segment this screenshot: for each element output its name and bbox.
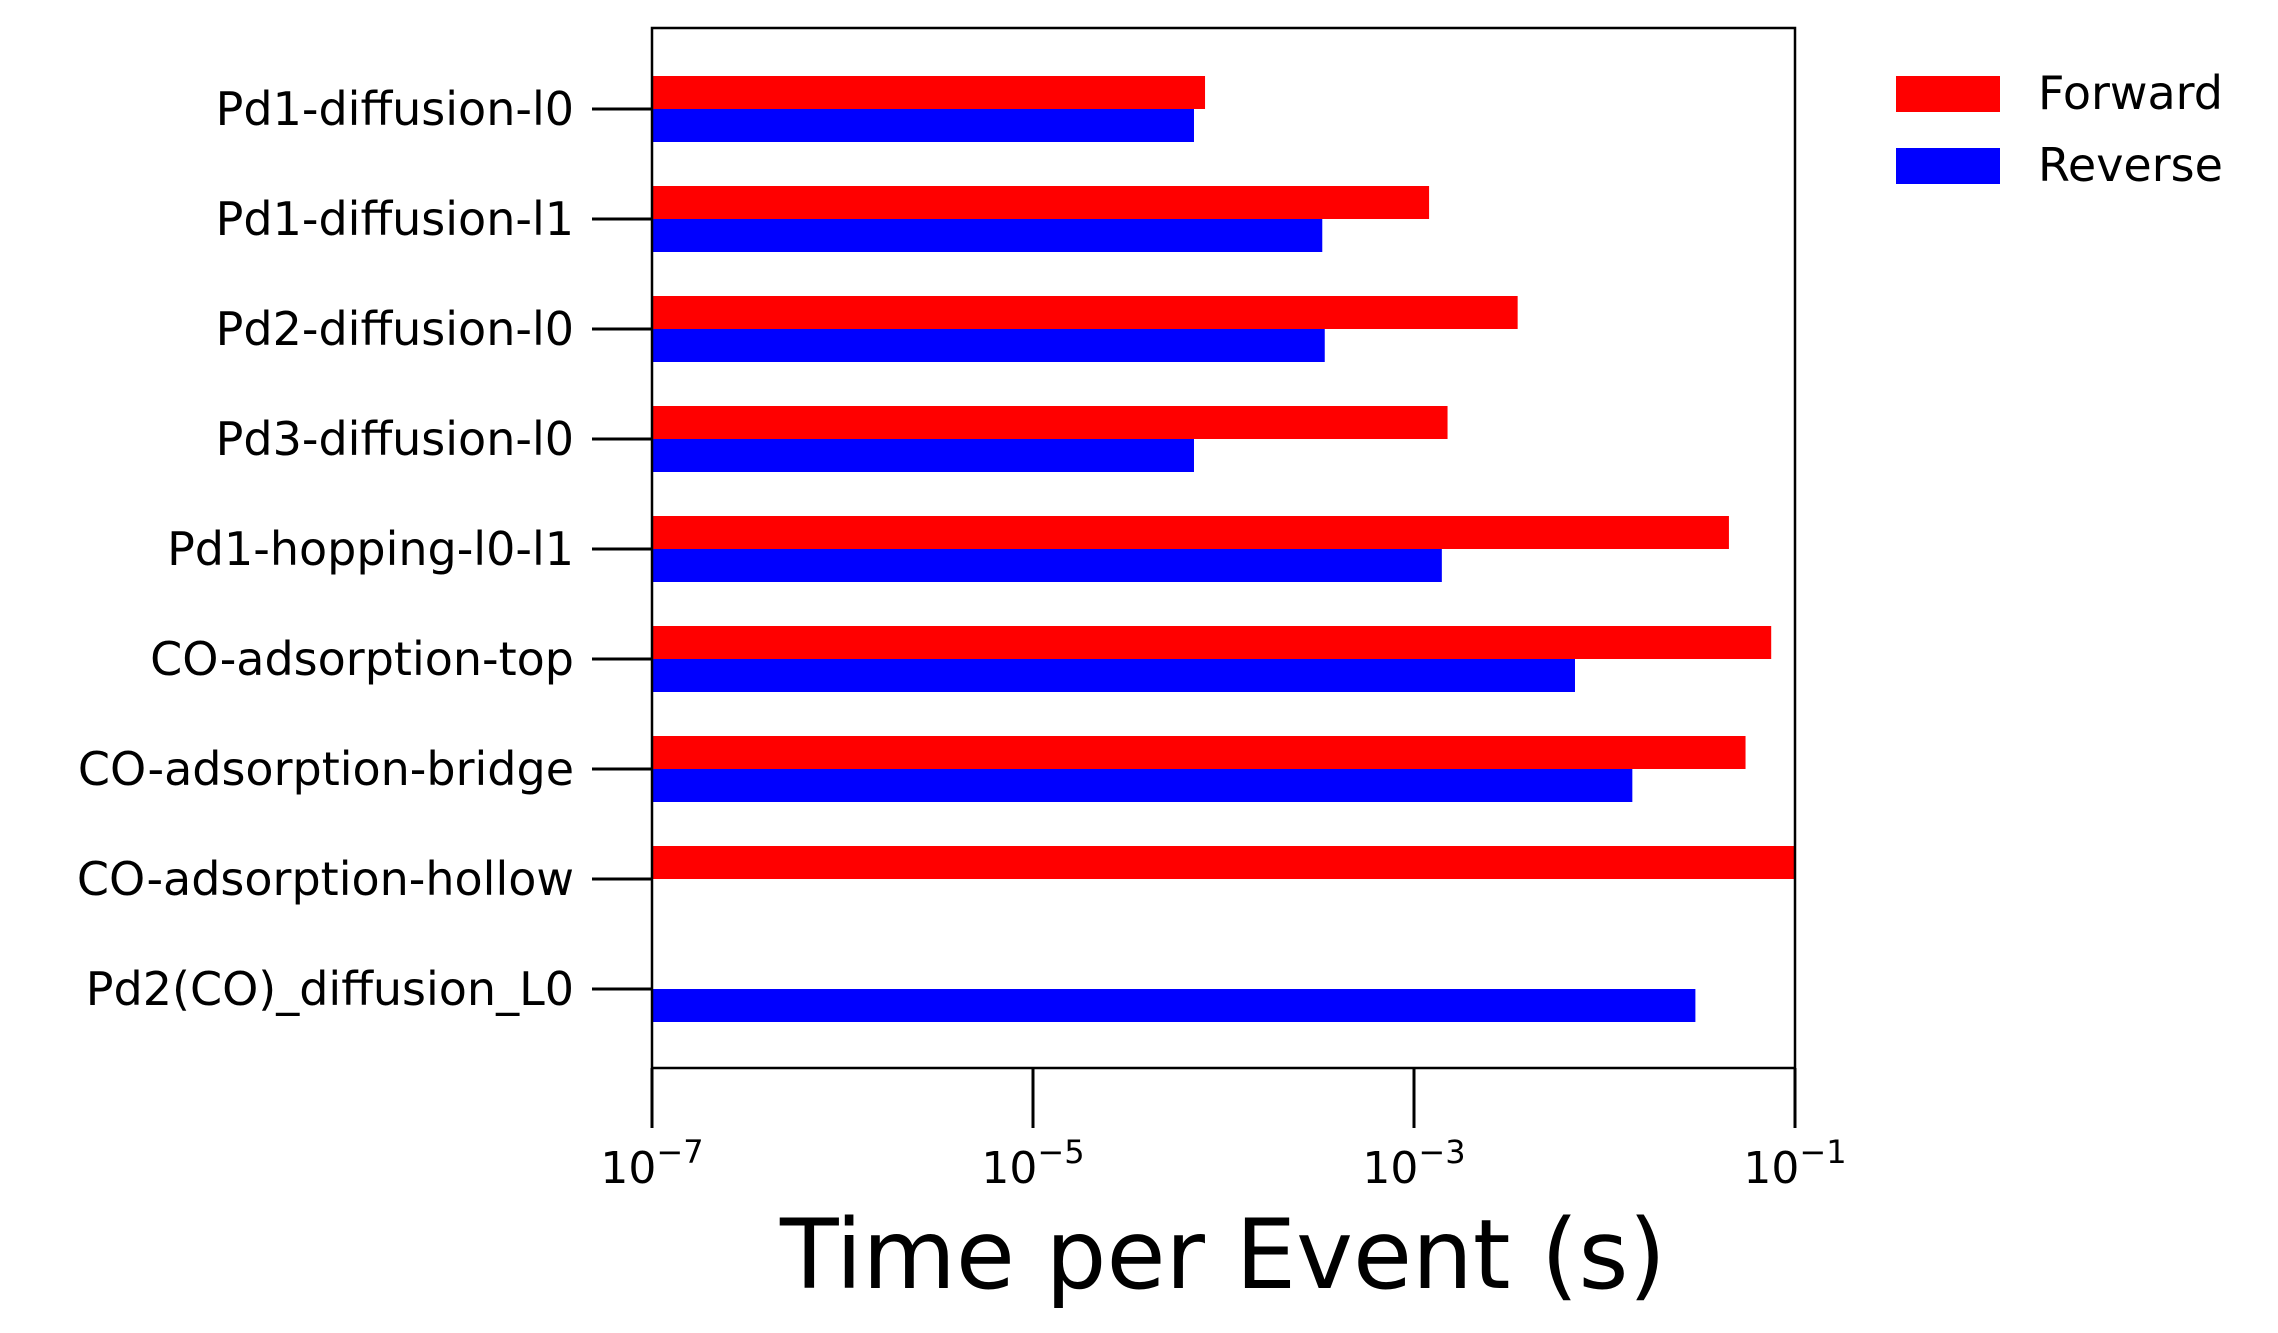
y-tick-label-7: CO-adsorption-hollow: [77, 852, 574, 906]
bar-forward-7: [652, 846, 1795, 879]
x-tick-label-3: 10−1: [1743, 1133, 1846, 1194]
x-tick-base-2: 10: [1362, 1143, 1418, 1194]
x-tick-label-2: 10−3: [1362, 1133, 1465, 1194]
y-axis: Pd1-diffusion-l0 Pd1-diffusion-l1 Pd2-diff…: [77, 82, 652, 1016]
y-tick-label-5: CO-adsorption-top: [150, 632, 574, 686]
bar-reverse-3: [652, 439, 1194, 472]
y-tick-label-0: Pd1-diffusion-l0: [216, 82, 574, 136]
x-tick-base-0: 10: [600, 1143, 656, 1194]
y-tick-label-6: CO-adsorption-bridge: [78, 742, 574, 796]
bar-forward-0: [652, 76, 1206, 109]
bar-forward-5: [652, 626, 1772, 659]
bar-reverse-4: [652, 549, 1442, 582]
legend-label-forward: Forward: [2038, 66, 2223, 120]
x-tick-exponent-2: −3: [1418, 1133, 1465, 1171]
x-tick-exponent-0: −7: [656, 1133, 703, 1171]
bar-reverse-0: [652, 109, 1194, 142]
x-tick-exponent-1: −5: [1037, 1133, 1084, 1171]
bar-forward-6: [652, 736, 1746, 769]
bar-reverse-2: [652, 329, 1325, 362]
x-tick-base-1: 10: [981, 1143, 1037, 1194]
y-tick-label-1: Pd1-diffusion-l1: [216, 192, 574, 246]
x-tick-exponent-3: −1: [1799, 1133, 1846, 1171]
bar-forward-4: [652, 516, 1729, 549]
bar-forward-2: [652, 296, 1518, 329]
x-axis-title: Time per Event (s): [779, 1199, 1666, 1311]
y-tick-label-8: Pd2(CO)_diffusion_L0: [86, 962, 574, 1016]
x-tick-base-3: 10: [1743, 1143, 1799, 1194]
x-axis: 10−7 10−5 10−3 10−1: [600, 1068, 1847, 1194]
x-tick-label-1: 10−5: [981, 1133, 1084, 1194]
bar-forward-1: [652, 186, 1430, 219]
y-tick-label-4: Pd1-hopping-l0-l1: [167, 522, 574, 576]
bar-reverse-8: [652, 989, 1696, 1022]
bars-group: [652, 76, 1795, 1022]
bar-forward-3: [652, 406, 1448, 439]
legend-label-reverse: Reverse: [2038, 138, 2223, 192]
bar-reverse-5: [652, 659, 1575, 692]
y-tick-label-3: Pd3-diffusion-l0: [216, 412, 574, 466]
bar-reverse-1: [652, 219, 1323, 252]
bar-reverse-6: [652, 769, 1633, 802]
legend-swatch-forward: [1896, 76, 2000, 112]
x-tick-label-0: 10−7: [600, 1133, 703, 1194]
y-tick-label-2: Pd2-diffusion-l0: [216, 302, 574, 356]
legend: Forward Reverse: [1896, 66, 2223, 192]
legend-swatch-reverse: [1896, 148, 2000, 184]
